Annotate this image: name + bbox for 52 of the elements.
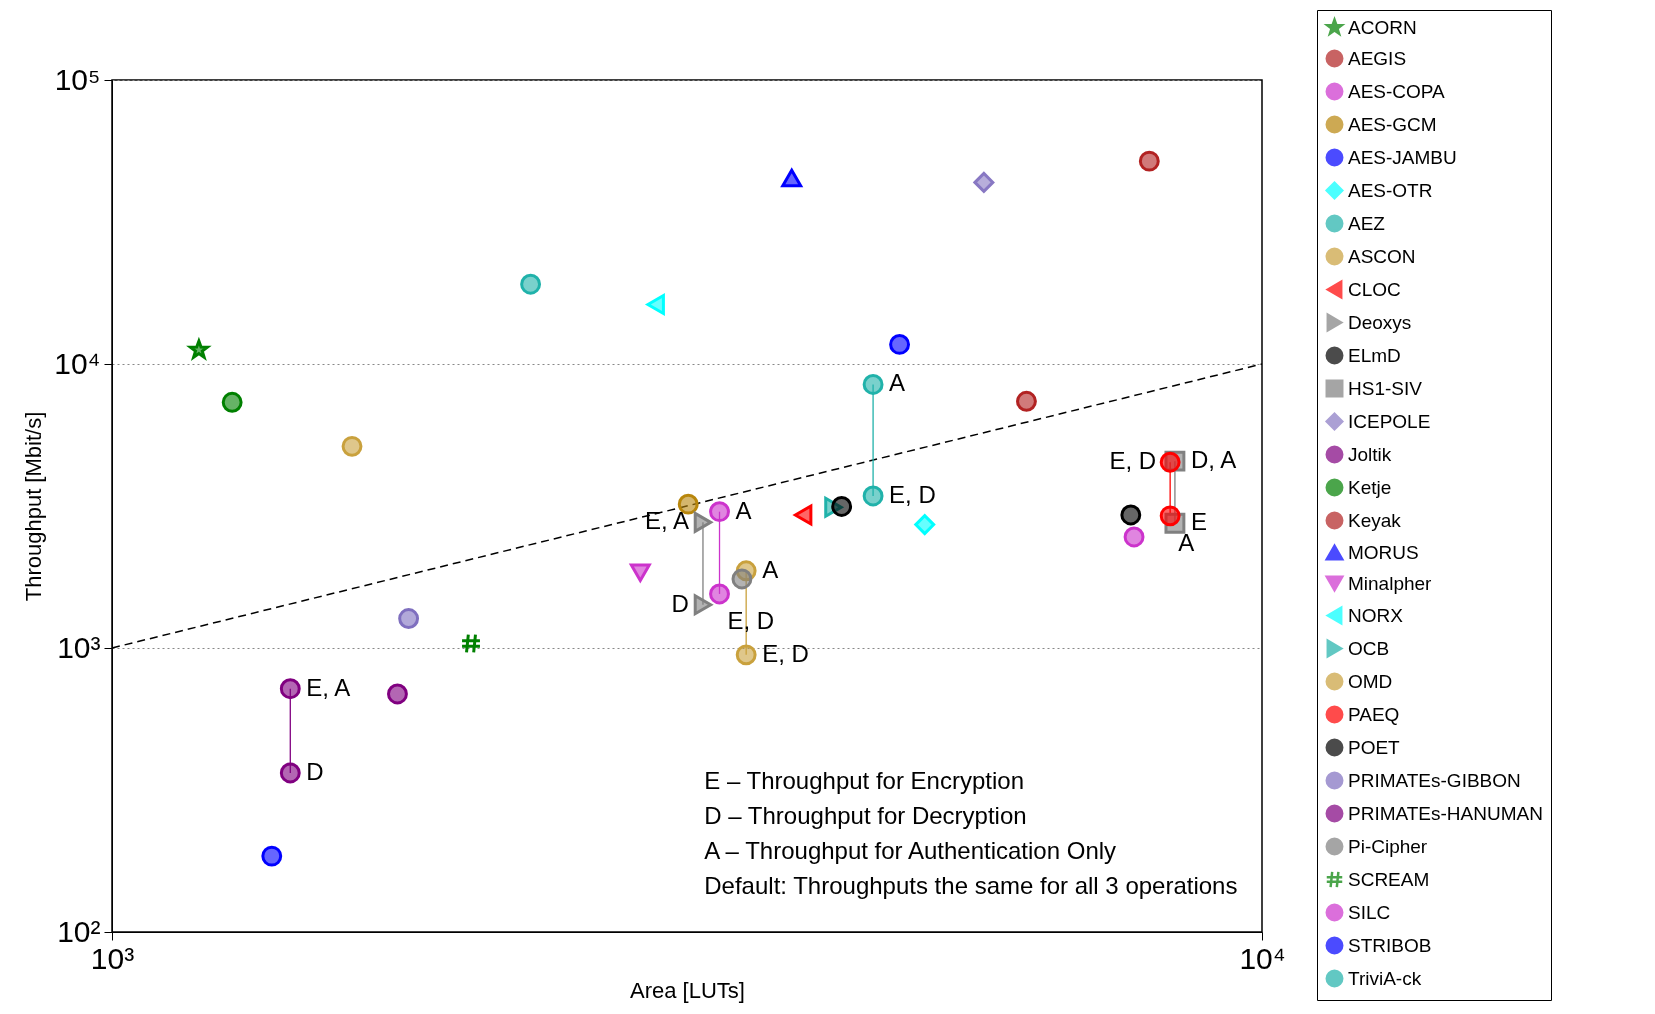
annotation: D, A (1190, 446, 1237, 474)
annotation: A (762, 555, 779, 583)
legend-label: HS1-SIV (1348, 377, 1423, 399)
annotation: A – Throughput for Authentication Only (704, 837, 1117, 864)
legend-label: OCB (1348, 637, 1390, 659)
legend-label: ELmD (1348, 344, 1401, 366)
legend-label: SCREAM (1348, 868, 1430, 890)
legend-label: ACORN (1348, 16, 1417, 38)
legend-label: Deoxys (1348, 311, 1412, 333)
y-tick-label: 10⁴ (54, 346, 101, 380)
annotation: Default: Throughputs the same for all 3 operations (704, 872, 1238, 899)
legend-label: Pi-Cipher (1348, 835, 1428, 857)
annotation: E – Throughput for Encryption (704, 767, 1024, 794)
legend-label: PRIMATEs-HANUMAN (1348, 802, 1543, 824)
legend-label: AES-JAMBU (1348, 146, 1457, 168)
legend-label: AES-OTR (1348, 179, 1433, 201)
legend-label: Minalpher (1348, 572, 1433, 594)
annotation: E, A (306, 673, 351, 701)
y-tick-label: 10³ (57, 630, 101, 664)
y-tick-label: 10⁵ (54, 62, 101, 96)
annotation: D – Throughput for Decryption (704, 802, 1027, 829)
legend-label: NORX (1348, 604, 1404, 626)
annotation: E, D (889, 480, 936, 508)
legend-label: TriviA-ck (1348, 967, 1422, 989)
legend-label: Ketje (1348, 476, 1392, 498)
legend-label: AES-GCM (1348, 113, 1437, 135)
legend-label: ICEPOLE (1348, 410, 1431, 432)
y-axis-title: Throughput [Mbit/s] (21, 411, 47, 602)
legend-label: STRIBOB (1348, 934, 1432, 956)
annotation: E, A (644, 507, 689, 535)
annotation: A (889, 369, 906, 397)
annotation: D (306, 757, 324, 785)
legend-label: PRIMATEs-GIBBON (1348, 769, 1521, 791)
legend-label: POET (1348, 736, 1401, 758)
annotation: E (1190, 508, 1207, 536)
legend-label: AES-COPA (1348, 80, 1446, 102)
annotation: D (671, 589, 689, 617)
legend-label: AEGIS (1348, 47, 1407, 69)
legend-label: MORUS (1348, 541, 1419, 563)
legend-label: OMD (1348, 670, 1393, 692)
annotation: E, D (1109, 447, 1157, 475)
y-tick-label: 10² (57, 914, 101, 948)
annotation: A (735, 496, 752, 524)
legend-label: AEZ (1348, 212, 1386, 234)
x-axis-title: Area [LUTs] (630, 977, 745, 1003)
legend-label: CLOC (1348, 278, 1401, 300)
legend-label: SILC (1348, 901, 1391, 923)
legend-label: Keyak (1348, 509, 1402, 531)
legend-label: Joltik (1348, 443, 1392, 465)
annotation: E, D (762, 639, 809, 667)
legend-label: ASCON (1348, 245, 1416, 267)
legend-label: PAEQ (1348, 703, 1400, 725)
